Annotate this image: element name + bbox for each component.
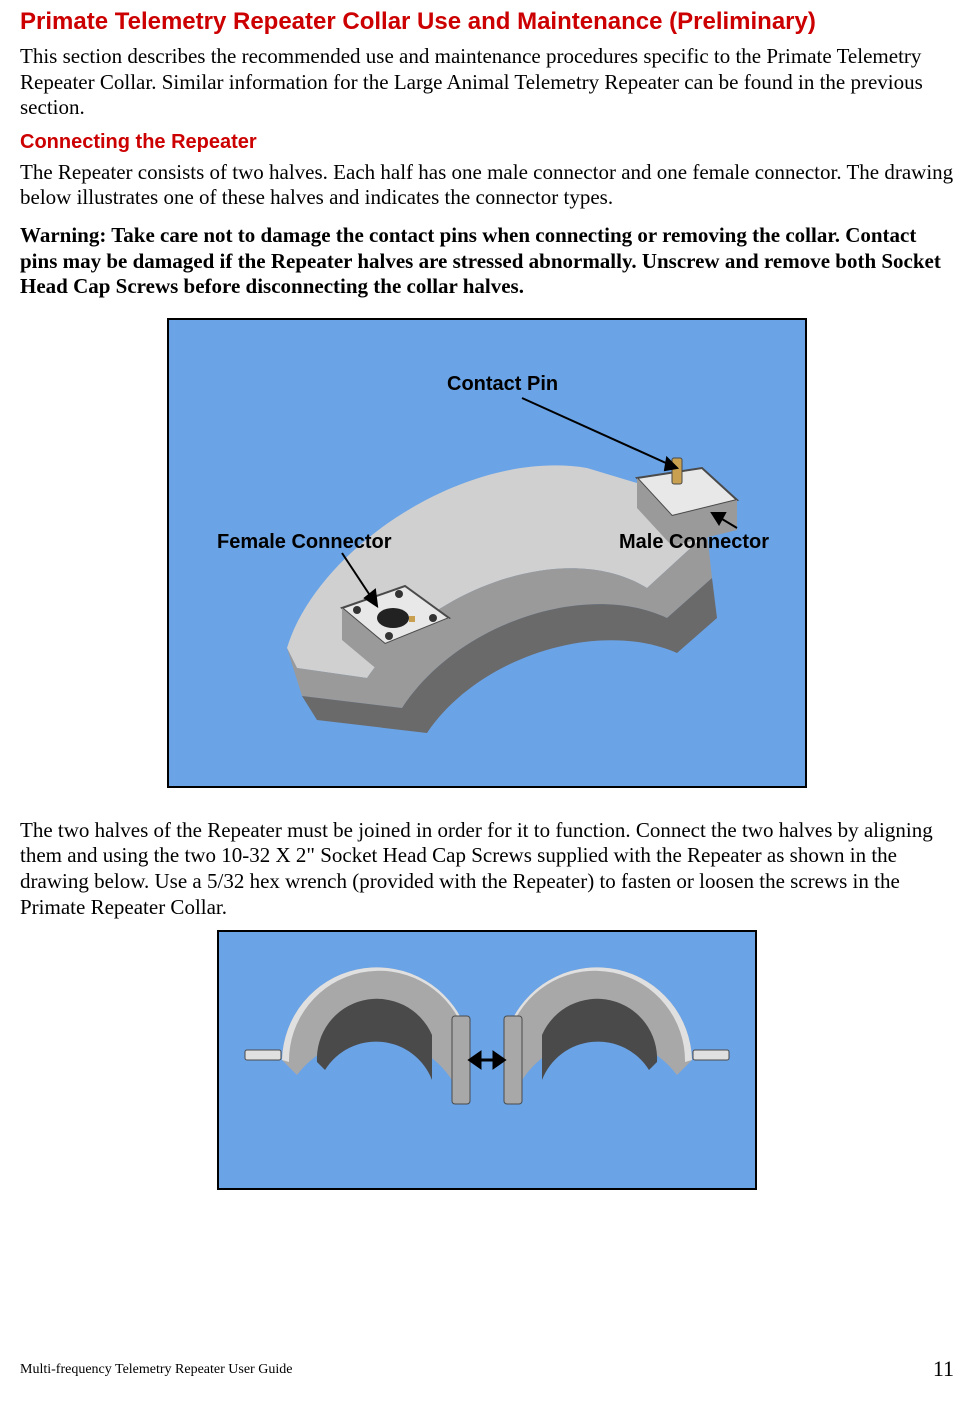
figure-2-diagram: [217, 930, 757, 1190]
warning-paragraph: Warning: Take care not to damage the con…: [20, 223, 954, 300]
figure-2-wrap: [20, 930, 954, 1190]
paragraph-2: The Repeater consists of two halves. Eac…: [20, 160, 954, 211]
figure-1-wrap: Contact Pin Male Connector Female Connec…: [20, 318, 954, 788]
callout-contact-pin: Contact Pin: [447, 373, 558, 395]
paragraph-3: The two halves of the Repeater must be j…: [20, 818, 954, 920]
footer: Multi-frequency Telemetry Repeater User …: [20, 1362, 954, 1378]
page-number: 11: [933, 1356, 954, 1382]
callout-male-connector: Male Connector: [619, 531, 769, 553]
heading-2: Connecting the Repeater: [20, 131, 954, 154]
callout-female-connector: Female Connector: [217, 531, 392, 553]
footer-text: Multi-frequency Telemetry Repeater User …: [20, 1362, 292, 1377]
heading-1: Primate Telemetry Repeater Collar Use an…: [20, 8, 954, 36]
intro-paragraph: This section describes the recommended u…: [20, 44, 954, 121]
figure-1-diagram: Contact Pin Male Connector Female Connec…: [167, 318, 807, 788]
